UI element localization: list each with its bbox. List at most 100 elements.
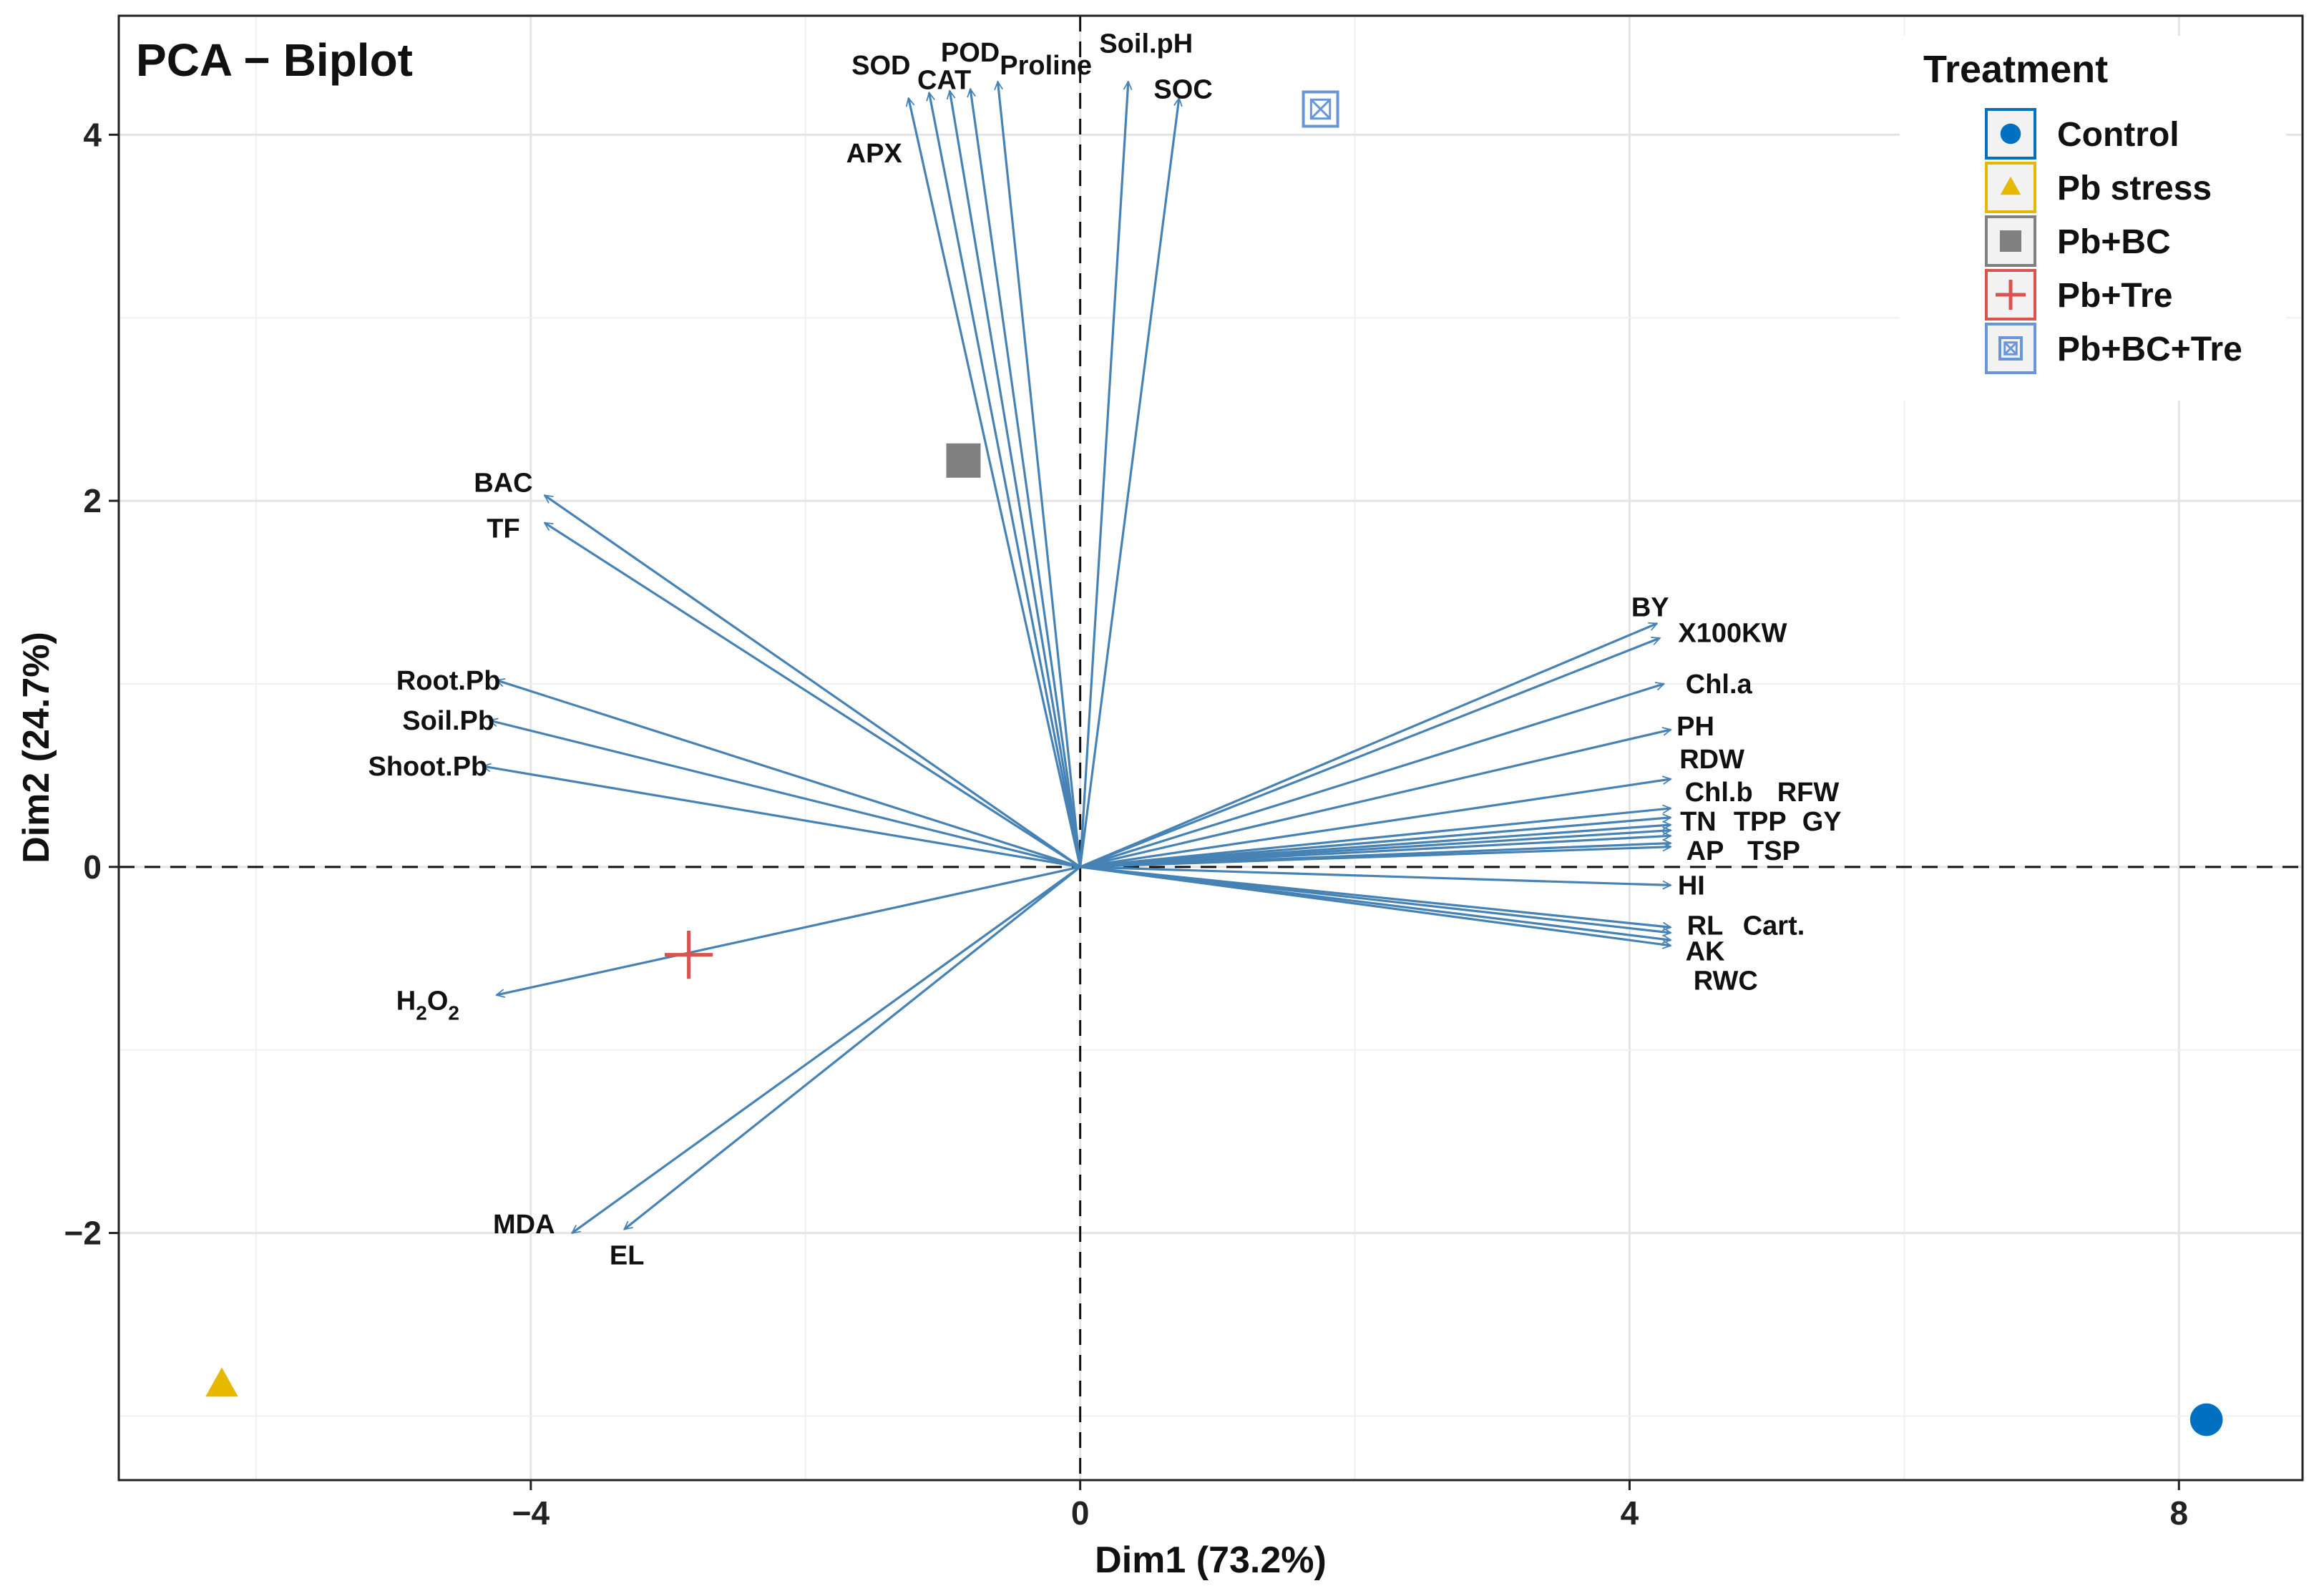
y-tick-label: 4: [83, 116, 102, 153]
legend: Treatment Control Pb stress Pb+BC Pb+Tre Pb+…: [1900, 36, 2286, 401]
x-tick-label: −4: [512, 1494, 550, 1532]
variable-arrow-bac: [545, 494, 1081, 868]
boxed-cross-inner: [2003, 341, 2018, 356]
variable-arrow-proline: [997, 82, 1082, 867]
legend-label: Pb+Tre: [2057, 277, 2172, 315]
variable-arrow-sod: [909, 98, 1082, 868]
treatment-points: [205, 90, 2223, 1436]
variable-label-apx: APX: [846, 139, 903, 169]
variable-label-rfw: RFW: [1777, 778, 1840, 808]
point-pb-bc-tre: [1302, 90, 1339, 128]
variable-label-tpp: TPP: [1734, 807, 1787, 837]
variable-arrow-chl-b: [1080, 808, 1671, 868]
legend-entries: Control Pb stress Pb+BC Pb+Tre Pb+BC+Tre: [1985, 108, 2242, 374]
variable-arrow-cat: [949, 91, 1082, 868]
point-pb-bc: [946, 443, 981, 478]
circle-marker: [2000, 123, 2021, 145]
variable-label-soc: SOC: [1153, 74, 1212, 104]
variable-label-soil-ph: Soil.pH: [1099, 29, 1193, 59]
y-axis-ticks: −2 0 2 4: [64, 116, 119, 1252]
boxed-cross-outer: [1998, 336, 2023, 361]
legend-key-pb-stress: [1985, 162, 2036, 213]
x-axis-ticks: −4 0 4 8: [512, 1480, 2188, 1532]
y-tick-label: 2: [83, 482, 102, 519]
variable-label-ap: AP: [1686, 836, 1724, 866]
variable-label-shoot-pb: Shoot.Pb: [368, 752, 488, 782]
variable-label-x100kw: X100KW: [1678, 618, 1787, 648]
legend-label: Pb+BC+Tre: [2057, 331, 2242, 368]
variable-arrow-hi: [1080, 866, 1671, 886]
variable-label-bac: BAC: [474, 468, 532, 498]
variable-label-gy: GY: [1802, 807, 1842, 837]
point-control: [2189, 1403, 2223, 1436]
point-pb-tre: [664, 931, 713, 979]
variable-label-tf: TF: [487, 514, 519, 544]
variable-label-root-pb: Root.Pb: [396, 666, 501, 696]
legend-key-marker: [1996, 280, 2026, 310]
variable-label-rwc: RWC: [1694, 966, 1758, 996]
variable-label-tsp: TSP: [1747, 836, 1800, 866]
variable-arrow-chl-a: [1080, 684, 1664, 868]
triangle-marker: [205, 1367, 238, 1397]
reference-lines: [119, 16, 2303, 1480]
boxed-cross-diag2: [2003, 341, 2018, 356]
variable-label-el: EL: [610, 1240, 645, 1271]
variable-label-cart-: Cart.: [1743, 911, 1805, 941]
x-axis-title: Dim1 (73.2%): [1095, 1539, 1327, 1581]
legend-key-marker: [1998, 336, 2023, 361]
triangle-marker: [2000, 176, 2021, 195]
legend-background: [1900, 36, 2286, 401]
variable-arrow-x100kw: [1080, 638, 1660, 868]
variable-arrow-by: [1080, 624, 1657, 868]
variable-arrow-rwc: [1080, 866, 1671, 946]
variable-arrow-rdw: [1080, 779, 1671, 868]
variable-arrow-shoot-pb: [483, 766, 1080, 868]
variable-label-h2o2: H2O2: [396, 987, 459, 1024]
square-marker: [946, 443, 981, 478]
variable-label-soil-pb: Soil.Pb: [402, 706, 494, 736]
boxed-cross-inner: [1309, 98, 1332, 120]
label-part: H: [396, 987, 416, 1017]
variable-arrow-pod: [970, 89, 1082, 868]
panel-border: [117, 14, 2304, 1482]
variable-label-cat: CAT: [917, 66, 971, 96]
legend-title: Treatment: [1923, 48, 2108, 91]
variable-arrow-rfw: [1080, 818, 1671, 868]
variable-label-sod: SOD: [851, 51, 910, 81]
variable-label-hi: HI: [1678, 871, 1705, 901]
variable-label-by: BY: [1631, 592, 1669, 622]
variable-arrow-soil-pb: [489, 720, 1081, 868]
variable-label-pod: POD: [941, 38, 1000, 68]
variable-label-ph: PH: [1676, 712, 1714, 742]
subscript: 2: [448, 1002, 459, 1024]
legend-key-pb-tre: [1985, 269, 2036, 320]
variable-label-chl-a: Chl.a: [1686, 670, 1753, 700]
variable-label-ak: AK: [1686, 937, 1725, 967]
variable-arrows: [483, 82, 1671, 1234]
variable-label-rdw: RDW: [1679, 745, 1744, 775]
plot-title: PCA − Biplot: [136, 34, 413, 86]
square-marker: [2000, 230, 2021, 252]
variable-arrow-h2o2: [497, 866, 1080, 995]
variable-label-rl: RL: [1687, 911, 1724, 941]
variable-arrow-soc: [1079, 98, 1179, 868]
boxed-cross-diag2: [1310, 99, 1331, 119]
variable-arrow-mda: [572, 866, 1081, 1234]
legend-key-pb-bc-tre: [1985, 323, 2036, 374]
label-part: O: [427, 987, 449, 1017]
x-tick-label: 0: [1071, 1494, 1090, 1532]
variable-label-chl-b: Chl.b: [1685, 778, 1753, 808]
y-axis-title: Dim2 (24.7%): [16, 632, 57, 863]
circle-marker: [2189, 1403, 2223, 1436]
legend-label: Control: [2057, 116, 2179, 154]
x-tick-label: 4: [1621, 1494, 1639, 1532]
legend-key-control: [1985, 108, 2036, 160]
legend-label: Pb+BC: [2057, 223, 2171, 261]
legend-key-marker: [2000, 123, 2021, 145]
y-tick-label: 0: [83, 848, 102, 886]
variable-arrow-gy: [1080, 836, 1671, 868]
legend-key-marker: [2000, 230, 2021, 252]
legend-label: Pb stress: [2057, 170, 2212, 207]
